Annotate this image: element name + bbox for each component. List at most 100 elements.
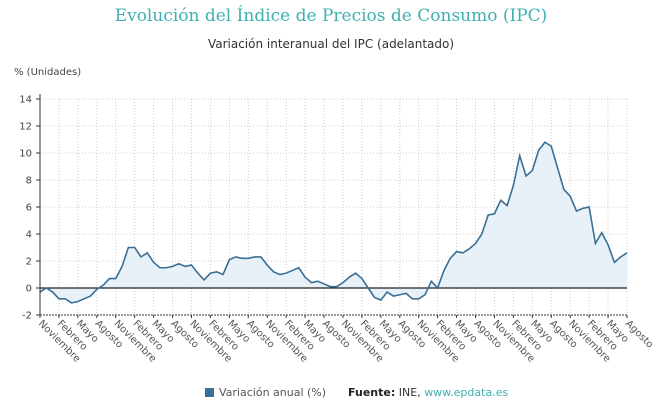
data-point — [550, 145, 553, 148]
data-point — [430, 280, 433, 283]
data-point — [525, 174, 528, 177]
data-point — [543, 141, 546, 144]
data-point — [329, 285, 332, 288]
data-point — [234, 255, 237, 258]
data-point — [442, 269, 445, 272]
data-point — [373, 296, 376, 299]
data-point — [581, 207, 584, 210]
y-tick-label: 2 — [26, 257, 32, 268]
data-point — [449, 257, 452, 260]
data-point — [411, 297, 414, 300]
data-point — [341, 281, 344, 284]
series-area — [40, 142, 627, 303]
data-point — [190, 264, 193, 267]
data-point — [184, 265, 187, 268]
data-point — [64, 297, 67, 300]
data-point — [405, 292, 408, 295]
data-point — [493, 212, 496, 215]
data-point — [379, 299, 382, 302]
data-point — [600, 231, 603, 234]
data-point — [51, 291, 54, 294]
data-point — [474, 242, 477, 245]
data-point — [158, 266, 161, 269]
data-point — [209, 272, 212, 275]
data-point — [272, 270, 275, 273]
data-point — [291, 269, 294, 272]
data-point — [222, 273, 225, 276]
data-point — [70, 301, 73, 304]
data-point — [196, 272, 199, 275]
y-tick-label: 6 — [26, 203, 32, 214]
data-point — [83, 297, 86, 300]
source: Fuente: INE, www.epdata.es — [348, 386, 508, 399]
data-point — [165, 266, 168, 269]
data-point — [203, 278, 206, 281]
data-point — [215, 270, 218, 273]
data-point — [146, 251, 149, 254]
legend-label[interactable]: Variación anual (%) — [219, 386, 327, 399]
data-point — [240, 257, 243, 260]
source-link[interactable]: www.epdata.es — [424, 386, 509, 399]
data-point — [575, 210, 578, 213]
data-point — [588, 206, 591, 209]
data-point — [518, 154, 521, 157]
data-point — [102, 284, 105, 287]
data-point — [177, 262, 180, 265]
data-point — [89, 295, 92, 298]
data-point — [323, 282, 326, 285]
y-tick-label: 14 — [19, 95, 32, 106]
data-point — [253, 255, 256, 258]
data-point — [171, 265, 174, 268]
y-tick-label: 8 — [26, 176, 32, 187]
data-point — [152, 261, 155, 264]
data-point — [228, 258, 231, 261]
data-point — [247, 257, 250, 260]
data-point — [259, 255, 262, 258]
chart-title: Evolución del Índice de Precios de Consu… — [114, 6, 548, 26]
data-point — [310, 281, 313, 284]
series-line — [39, 141, 628, 304]
data-point — [386, 291, 389, 294]
data-point — [506, 204, 509, 207]
data-point — [468, 247, 471, 250]
data-point — [417, 297, 420, 300]
data-point — [594, 242, 597, 245]
data-point — [45, 287, 48, 290]
data-point — [436, 287, 439, 290]
data-point — [461, 251, 464, 254]
data-point — [304, 276, 307, 279]
y-tick-label: 10 — [19, 149, 32, 160]
data-point — [512, 184, 515, 187]
data-point — [537, 149, 540, 152]
y-axis-label: % (Unidades) — [14, 67, 81, 78]
data-point — [455, 250, 458, 253]
data-point — [139, 255, 142, 258]
data-point — [316, 280, 319, 283]
data-point — [114, 277, 117, 280]
data-point — [360, 277, 363, 280]
data-point — [487, 214, 490, 217]
data-point — [531, 169, 534, 172]
y-tick-label: 0 — [26, 284, 32, 295]
data-point — [619, 255, 622, 258]
y-tick-label: 12 — [19, 122, 32, 133]
data-point — [348, 276, 351, 279]
data-point — [57, 297, 60, 300]
data-point — [626, 251, 629, 254]
data-point — [392, 295, 395, 298]
data-point — [556, 166, 559, 169]
data-point — [424, 293, 427, 296]
source-label: Fuente: — [348, 386, 396, 399]
data-point — [354, 272, 357, 275]
source-text: INE, — [398, 386, 421, 399]
data-point — [335, 285, 338, 288]
data-point — [297, 266, 300, 269]
data-point — [398, 293, 401, 296]
legend-swatch — [205, 388, 214, 397]
data-point — [499, 199, 502, 202]
data-point — [613, 261, 616, 264]
data-point — [562, 188, 565, 191]
y-tick-label: -2 — [22, 311, 32, 322]
chart-subtitle: Variación interanual del IPC (adelantado… — [207, 37, 455, 51]
